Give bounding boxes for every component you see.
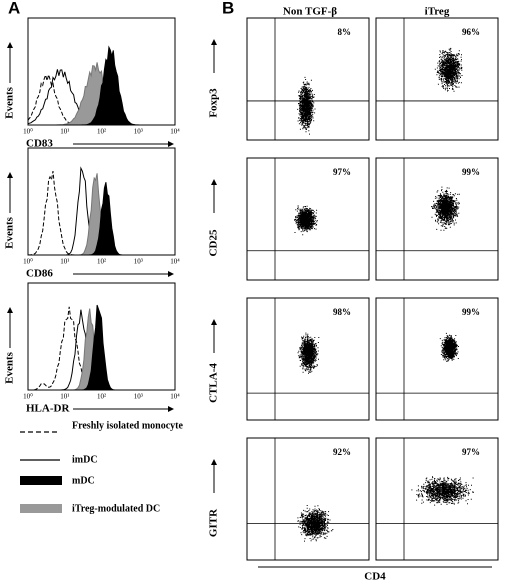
- histogram-curve: [28, 304, 175, 391]
- tick-label: 10¹: [60, 258, 69, 266]
- percent-label: 97%: [333, 167, 351, 177]
- percent-label: 99%: [462, 307, 480, 317]
- percent-label: 96%: [462, 27, 480, 37]
- legend-text: iTreg-modulated DC: [72, 503, 160, 514]
- x-axis-label: CD4: [364, 571, 386, 583]
- dot-plot-frame: [375, 157, 499, 281]
- column-header: iTreg: [425, 6, 450, 18]
- dot-plot-frame: [246, 297, 370, 421]
- dot-plot-frame: [375, 437, 499, 561]
- percent-label: 97%: [462, 447, 480, 457]
- percent-label: 99%: [462, 167, 480, 177]
- dot-plot-frame: [375, 297, 499, 421]
- dot-cloud: [431, 186, 460, 231]
- tick-label: 10⁴: [170, 258, 180, 266]
- legend-swatch: [20, 504, 62, 513]
- dot-plot-frame: [375, 17, 499, 141]
- percent-label: 92%: [333, 447, 351, 457]
- row-label: GITR: [208, 508, 220, 537]
- percent-label: 8%: [338, 27, 352, 37]
- dot-plot-frame: [246, 437, 370, 561]
- tick-label: 10³: [134, 393, 143, 401]
- dot-cloud: [297, 76, 316, 135]
- dot-plot-frame: [246, 17, 370, 141]
- histogram-curve: [28, 306, 175, 391]
- tick-label: 10³: [134, 258, 143, 266]
- legend-text: Freshly isolated monocyte: [72, 420, 183, 431]
- dot-cloud: [439, 332, 459, 362]
- dot-cloud: [297, 505, 334, 542]
- tick-label: 10¹: [60, 128, 69, 136]
- row-label: CD25: [208, 229, 220, 256]
- row-label: Foxp3: [208, 88, 220, 118]
- y-axis-label: Events: [4, 351, 16, 384]
- tick-label: 10¹: [60, 393, 69, 401]
- legend-text: mDC: [72, 475, 95, 486]
- dot-plot-frame: [246, 157, 370, 281]
- histogram-curve: [28, 45, 175, 126]
- tick-label: 10⁰: [23, 393, 33, 401]
- tick-label: 10²: [97, 393, 106, 401]
- tick-label: 10⁰: [23, 128, 33, 136]
- tick-label: 10²: [97, 258, 106, 266]
- x-axis-label: HLA-DR: [26, 403, 70, 415]
- panel-label: A: [8, 0, 20, 17]
- tick-label: 10³: [134, 128, 143, 136]
- x-axis-label: CD83: [26, 138, 53, 150]
- x-axis-label: CD86: [26, 268, 53, 280]
- tick-label: 10²: [97, 128, 106, 136]
- dot-cloud: [294, 205, 318, 236]
- tick-label: 10⁴: [170, 393, 180, 401]
- panel-label: B: [222, 0, 234, 17]
- column-header: Non TGF-β: [283, 6, 337, 18]
- tick-label: 10⁰: [23, 258, 33, 266]
- y-axis-label: Events: [4, 216, 16, 249]
- histogram-curve: [28, 182, 175, 256]
- dot-cloud: [297, 332, 320, 374]
- dot-cloud: [434, 47, 463, 92]
- legend-text: imDC: [72, 454, 98, 465]
- legend-swatch: [20, 476, 62, 485]
- percent-label: 98%: [333, 307, 351, 317]
- y-axis-label: Events: [4, 86, 16, 119]
- row-label: CTLA-4: [208, 363, 220, 403]
- dot-cloud: [411, 476, 474, 506]
- tick-label: 10⁴: [170, 128, 180, 136]
